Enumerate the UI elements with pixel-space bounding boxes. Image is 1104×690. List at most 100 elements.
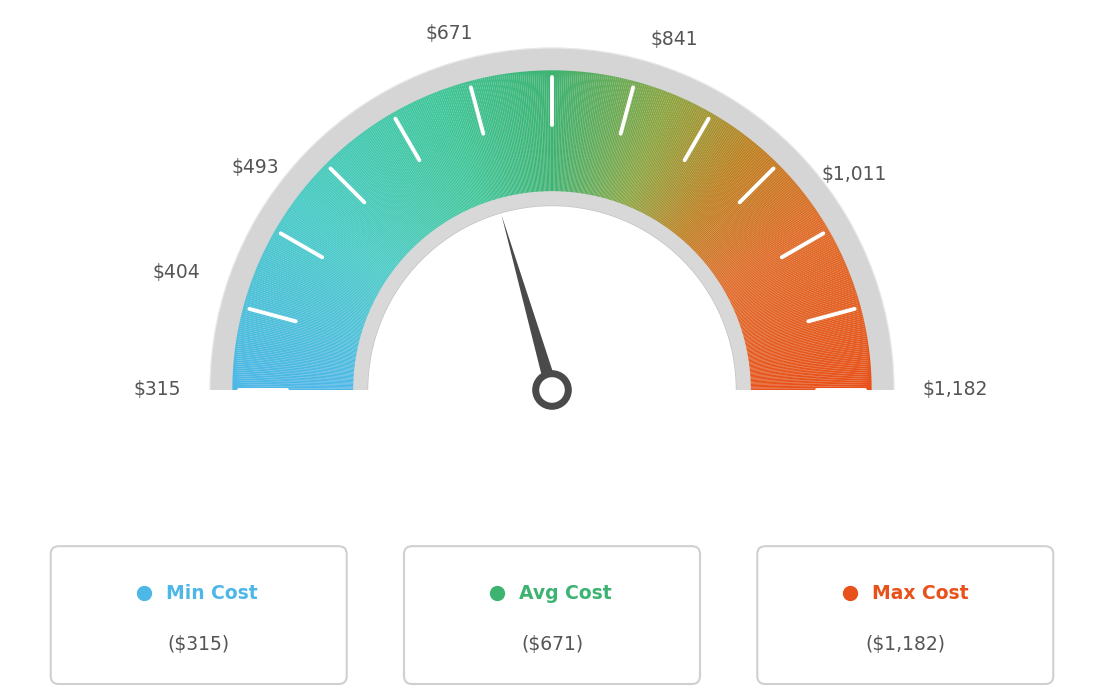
Wedge shape xyxy=(524,71,535,193)
Wedge shape xyxy=(652,115,716,220)
Wedge shape xyxy=(629,96,679,208)
Text: ($315): ($315) xyxy=(168,635,230,654)
Wedge shape xyxy=(235,346,355,364)
Wedge shape xyxy=(378,121,445,224)
Wedge shape xyxy=(326,163,413,250)
Wedge shape xyxy=(328,161,414,249)
Text: ($671): ($671) xyxy=(521,635,583,654)
Wedge shape xyxy=(678,144,757,238)
Text: ($1,182): ($1,182) xyxy=(866,635,945,654)
Wedge shape xyxy=(263,252,373,306)
Wedge shape xyxy=(257,265,370,313)
Text: $1,182: $1,182 xyxy=(923,380,988,400)
Wedge shape xyxy=(659,121,726,224)
Wedge shape xyxy=(640,104,697,213)
Wedge shape xyxy=(746,330,867,354)
Wedge shape xyxy=(258,262,371,311)
Wedge shape xyxy=(425,96,475,208)
Wedge shape xyxy=(688,157,773,246)
Wedge shape xyxy=(592,77,618,196)
Wedge shape xyxy=(583,75,604,195)
Wedge shape xyxy=(746,326,866,352)
Wedge shape xyxy=(734,265,847,313)
Wedge shape xyxy=(611,85,649,201)
Wedge shape xyxy=(262,254,373,307)
Wedge shape xyxy=(578,73,596,194)
Wedge shape xyxy=(567,71,578,193)
Wedge shape xyxy=(433,92,479,206)
Wedge shape xyxy=(353,139,429,235)
Wedge shape xyxy=(234,354,355,369)
Wedge shape xyxy=(572,72,586,193)
Wedge shape xyxy=(319,170,408,255)
Wedge shape xyxy=(269,239,378,298)
Wedge shape xyxy=(250,286,364,326)
Wedge shape xyxy=(750,372,871,380)
Wedge shape xyxy=(749,354,870,369)
Wedge shape xyxy=(240,318,359,347)
Wedge shape xyxy=(654,116,719,221)
Wedge shape xyxy=(670,134,745,232)
Wedge shape xyxy=(739,282,853,324)
Wedge shape xyxy=(369,127,439,228)
Wedge shape xyxy=(358,135,433,233)
Polygon shape xyxy=(501,215,563,407)
Wedge shape xyxy=(750,384,872,388)
Wedge shape xyxy=(274,230,380,293)
Wedge shape xyxy=(265,248,374,304)
Wedge shape xyxy=(498,75,520,195)
Wedge shape xyxy=(233,368,354,377)
Wedge shape xyxy=(495,75,518,195)
Wedge shape xyxy=(351,140,428,236)
Wedge shape xyxy=(248,289,364,328)
Wedge shape xyxy=(712,202,811,275)
Wedge shape xyxy=(714,206,814,277)
Wedge shape xyxy=(422,97,473,209)
Wedge shape xyxy=(634,99,687,210)
Wedge shape xyxy=(311,179,403,260)
Wedge shape xyxy=(447,87,488,203)
Wedge shape xyxy=(538,70,544,192)
Wedge shape xyxy=(637,101,692,212)
Wedge shape xyxy=(247,293,363,331)
Wedge shape xyxy=(321,167,410,253)
Wedge shape xyxy=(500,75,521,195)
Wedge shape xyxy=(243,308,360,341)
Wedge shape xyxy=(682,149,763,241)
Wedge shape xyxy=(436,91,481,205)
Circle shape xyxy=(539,377,565,403)
Wedge shape xyxy=(255,268,369,316)
Wedge shape xyxy=(564,71,574,193)
Wedge shape xyxy=(749,350,869,366)
Wedge shape xyxy=(733,259,845,310)
Wedge shape xyxy=(669,132,743,231)
Wedge shape xyxy=(607,83,644,200)
Wedge shape xyxy=(434,92,480,206)
Wedge shape xyxy=(468,81,501,199)
Wedge shape xyxy=(615,87,655,202)
Wedge shape xyxy=(457,84,495,201)
Wedge shape xyxy=(284,214,386,282)
Wedge shape xyxy=(235,342,357,362)
Wedge shape xyxy=(368,128,438,228)
Wedge shape xyxy=(236,336,357,357)
Wedge shape xyxy=(675,139,751,235)
Wedge shape xyxy=(534,71,542,192)
Wedge shape xyxy=(232,388,353,390)
Wedge shape xyxy=(744,308,861,341)
Wedge shape xyxy=(667,129,739,229)
Wedge shape xyxy=(646,108,704,216)
Wedge shape xyxy=(623,91,668,205)
Wedge shape xyxy=(729,246,839,302)
Wedge shape xyxy=(275,229,381,291)
Wedge shape xyxy=(591,77,616,196)
Wedge shape xyxy=(736,274,851,319)
Wedge shape xyxy=(506,73,524,194)
Wedge shape xyxy=(280,220,384,286)
Wedge shape xyxy=(662,124,732,226)
Wedge shape xyxy=(749,346,869,364)
Wedge shape xyxy=(718,215,820,283)
Wedge shape xyxy=(665,127,735,228)
FancyBboxPatch shape xyxy=(51,546,347,684)
Wedge shape xyxy=(626,94,673,206)
